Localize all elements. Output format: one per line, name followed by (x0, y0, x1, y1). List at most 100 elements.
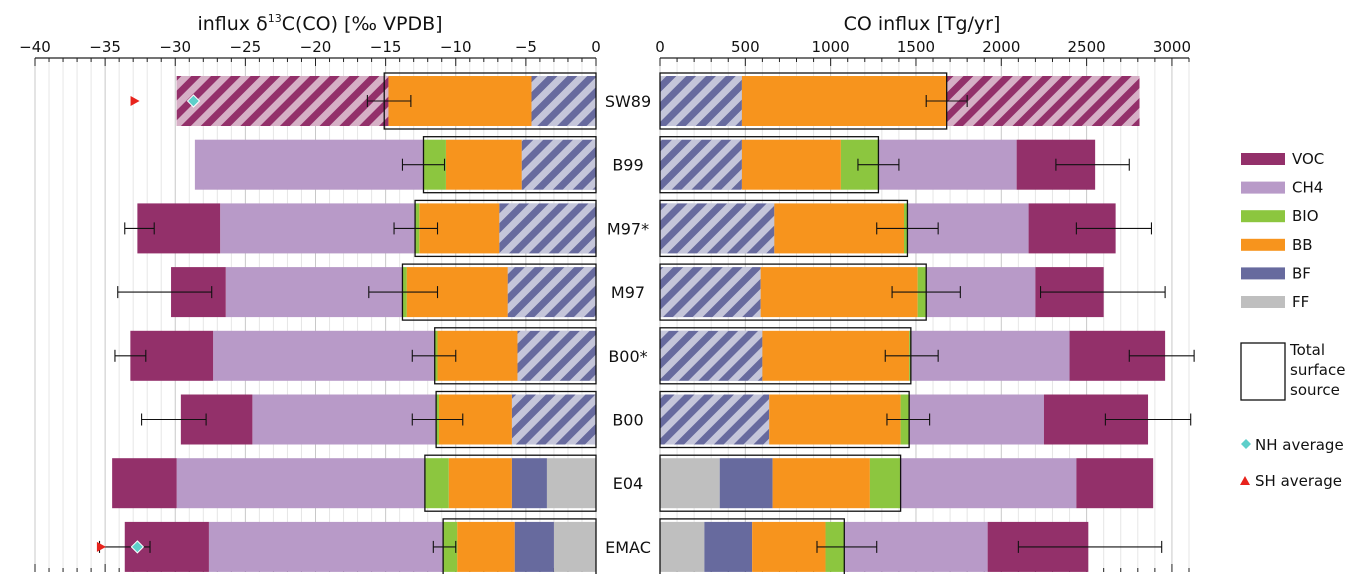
row-label: B00 (612, 411, 643, 430)
right-bar-hatch (660, 330, 763, 381)
left-tick-label: −20 (300, 38, 332, 56)
left-panel-delta13c: −40 −35 −30 −25 −20 −15 −10 −5 0 (19, 38, 601, 574)
right-bar-bb (772, 458, 870, 509)
row-label: EMAC (605, 538, 651, 557)
left-bar-bb (445, 139, 522, 190)
right-panel-co-influx: 0 500 1000 1500 2000 2500 3000 (655, 38, 1195, 574)
left-bar-bf (514, 521, 554, 572)
left-title-superscript: 13 (268, 12, 282, 25)
right-tick-label: 3000 (1153, 38, 1191, 56)
left-tick-label: −40 (19, 38, 51, 56)
right-tick-label: 2000 (982, 38, 1020, 56)
left-title-rest: C(CO) [‰ VPDB] (282, 13, 443, 35)
legend-total-label: surface (1290, 361, 1345, 379)
left-total-surface-box (424, 454, 597, 512)
left-bar-bb (448, 458, 512, 509)
legend-label-ch4: CH4 (1292, 179, 1323, 197)
right-bar-bf (704, 521, 753, 572)
left-bar-voc (112, 458, 177, 509)
right-bar-hatch (660, 267, 761, 318)
left-bar-ch4 (194, 139, 424, 190)
left-tick-label: −15 (370, 38, 402, 56)
left-bar-hatch (521, 139, 596, 190)
left-bar-ch4 (213, 330, 435, 381)
row-label: M97 (611, 283, 645, 302)
nh-average-marker (186, 94, 201, 108)
left-bar-ch4 (208, 521, 444, 572)
left-tick-label: −5 (515, 38, 537, 56)
legend-label-bio: BIO (1292, 207, 1319, 225)
right-bar-ch4 (900, 458, 1077, 509)
left-bar-hatch (531, 76, 596, 126)
left-bar-ch4 (220, 203, 416, 254)
legend-nh-label: NH average (1255, 436, 1344, 454)
legend-swatch-bb (1241, 238, 1285, 251)
legend-label-bf: BF (1292, 264, 1311, 282)
right-bar-hatch (660, 394, 770, 445)
left-bar-bb (388, 76, 532, 126)
legend-swatch-ch4 (1241, 181, 1285, 194)
row-label: M97* (607, 219, 649, 238)
right-bar-ff (660, 458, 720, 509)
right-bar-hatch (660, 139, 742, 190)
right-total-surface-box (659, 454, 902, 512)
left-bar-bf (511, 458, 547, 509)
legend-total-box (1240, 342, 1286, 401)
right-bar-hatch (946, 76, 1140, 126)
row-label: B99 (612, 156, 643, 175)
left-bar-hatch (507, 267, 596, 318)
left-bar-hatch (511, 394, 596, 445)
legend-swatch-voc (1241, 153, 1285, 165)
left-tick-label: 0 (591, 38, 601, 56)
sh-average-marker (130, 96, 140, 106)
right-bar-ch4 (878, 139, 1017, 190)
row-label: B00* (608, 347, 647, 366)
row-label: E04 (613, 474, 643, 493)
left-bar-hatch (517, 330, 596, 381)
row-labels: SW89 B99 M97* M97 B00* B00 E04 EMAC (605, 92, 651, 557)
right-tick-label: 0 (655, 38, 665, 56)
legend-sh-label: SH average (1255, 472, 1342, 490)
legend-total-label: Total (1289, 341, 1325, 359)
left-bar-ff (553, 521, 596, 572)
right-tick-label: 500 (731, 38, 760, 56)
right-bar-bb (769, 394, 901, 445)
legend-label-voc: VOC (1292, 150, 1324, 168)
legend-sh-marker (1240, 476, 1250, 485)
left-bar-bio (424, 458, 449, 509)
right-bar-bb (741, 139, 841, 190)
right-bar-ff (660, 521, 705, 572)
left-bar-ff (546, 458, 596, 509)
right-bar-bio (869, 458, 901, 509)
right-bar-bb (741, 76, 947, 126)
legend-swatch-bf (1241, 267, 1285, 280)
right-bar-bb (760, 267, 918, 318)
legend-label-bb: BB (1292, 236, 1313, 254)
left-title-main: influx δ (197, 13, 267, 35)
left-bar-hatch (176, 76, 389, 126)
legend-label-ff: FF (1292, 293, 1309, 311)
right-tick-label: 2500 (1068, 38, 1106, 56)
left-tick-label: −35 (89, 38, 121, 56)
legend-nh-marker (1241, 439, 1251, 449)
left-bar-ch4 (252, 394, 437, 445)
right-bar-hatch (660, 203, 775, 254)
legend-swatch-bio (1241, 210, 1285, 223)
right-chart-title: CO influx [Tg/yr] (844, 13, 1001, 35)
right-bar-bf (719, 458, 773, 509)
legend-swatch-ff (1241, 296, 1285, 308)
right-tick-label: 1000 (812, 38, 850, 56)
right-tick-label: 1500 (897, 38, 935, 56)
sh-average-marker (96, 541, 106, 552)
right-bar-bb (762, 330, 910, 381)
nh-average-marker (130, 540, 145, 554)
left-tick-label: −30 (159, 38, 191, 56)
right-bar-bb (752, 521, 826, 572)
left-tick-label: −10 (440, 38, 472, 56)
legend-total-label: source (1290, 381, 1340, 399)
left-chart-title: influx δ13C(CO) [‰ VPDB] (197, 12, 442, 35)
left-tick-label: −25 (230, 38, 262, 56)
right-bar-voc (1076, 458, 1154, 509)
right-bar-ch4 (909, 394, 1044, 445)
